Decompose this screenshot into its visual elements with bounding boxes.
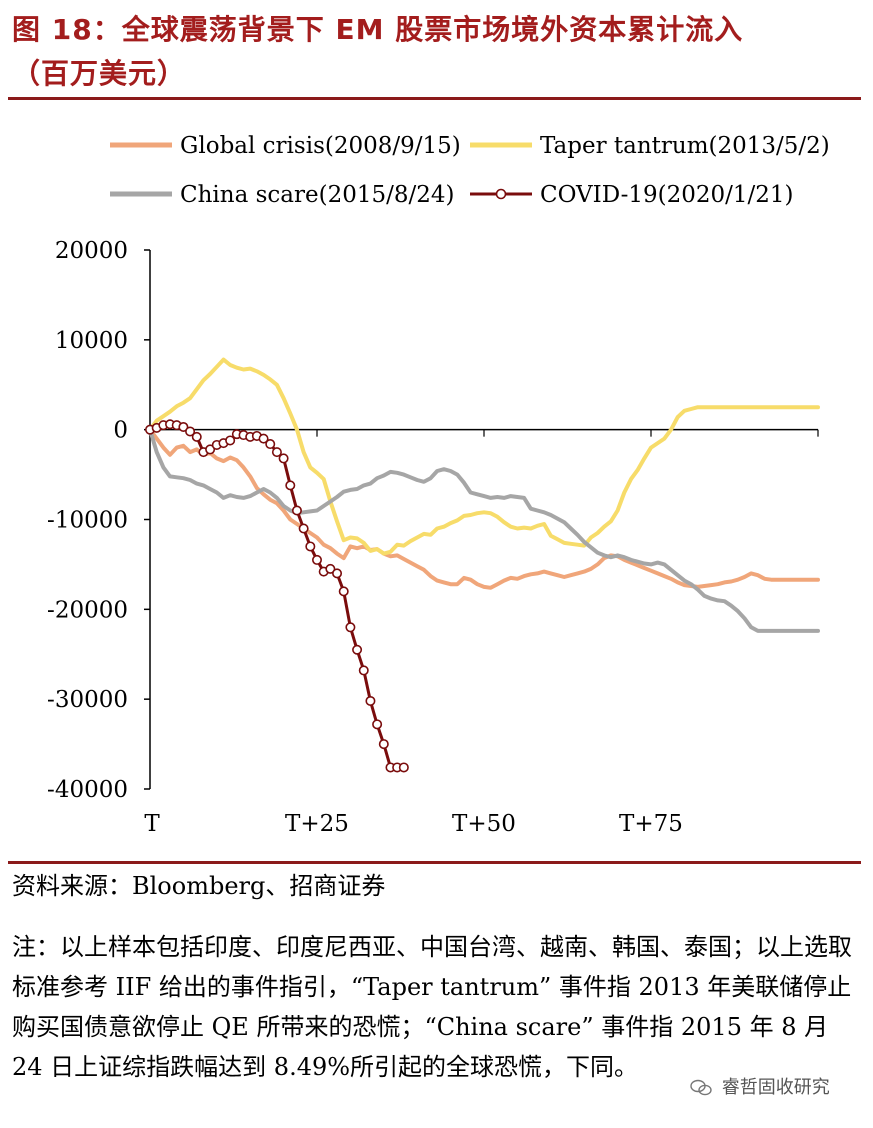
series-line: [148, 422, 406, 769]
x-tick-label: T: [144, 811, 160, 837]
y-tick-label: 10000: [55, 328, 128, 354]
figure-title-line-2: （百万美元）: [12, 57, 187, 90]
legend-item: Global crisis(2008/9/15): [110, 133, 461, 159]
source-text: 资料来源：Bloomberg、招商证券: [12, 872, 386, 900]
figure-title: 图 18：全球震荡背景下 EM 股票市场境外资本累计流入 （百万美元）: [12, 8, 862, 96]
y-tick-label: 0: [113, 418, 128, 444]
data-point: [265, 439, 276, 450]
x-tick-label: T+25: [285, 811, 349, 837]
footnote-text: 注：以上样本包括印度、印度尼西亚、中国台湾、越南、韩国、泰国；以上选取标准参考 …: [12, 933, 852, 1081]
data-point: [378, 739, 389, 750]
chart-axes: 20000 10000 0 -10000 -20000 -30000 -40000 T T+25…: [47, 238, 819, 837]
figure-title-line-1: 图 18：全球震荡背景下 EM 股票市场境外资本累计流入: [12, 13, 744, 46]
legend-item: COVID-19(2020/1/21): [470, 182, 794, 208]
data-point: [398, 762, 409, 773]
y-tick-label: -40000: [47, 777, 128, 803]
data-point: [358, 665, 369, 676]
legend-item: China scare(2015/8/24): [110, 182, 454, 208]
data-point: [332, 568, 343, 579]
y-tick-label: 20000: [55, 238, 128, 264]
data-point: [191, 431, 202, 442]
data-point: [372, 719, 383, 730]
data-point: [205, 444, 216, 455]
data-point: [298, 523, 309, 534]
series-1: [148, 427, 820, 590]
watermark: 睿哲固收研究: [690, 1073, 830, 1099]
data-point: [338, 586, 349, 597]
series-line: [148, 427, 820, 590]
line-chart: Global crisis(2008/9/15) Taper tantrum(20…: [47, 133, 830, 837]
chart-legend: Global crisis(2008/9/15) Taper tantrum(20…: [110, 133, 830, 208]
series-3: [148, 427, 820, 633]
x-tick-label: T+75: [619, 811, 683, 837]
y-tick-label: -10000: [47, 508, 128, 534]
data-point: [271, 447, 282, 458]
data-point: [311, 554, 322, 565]
series-line: [148, 427, 820, 633]
series-2: [148, 357, 820, 556]
x-tick-label: T+50: [452, 811, 516, 837]
data-point: [345, 622, 356, 633]
source-divider: [8, 861, 861, 864]
y-tick-label: -20000: [47, 597, 128, 623]
legend-label: COVID-19(2020/1/21): [540, 182, 794, 208]
series-4: [145, 419, 409, 773]
watermark-text: 睿哲固收研究: [721, 1077, 830, 1098]
data-point: [291, 505, 302, 516]
chart-series: [145, 357, 820, 773]
data-point: [225, 435, 236, 446]
data-point: [185, 426, 196, 437]
wechat-icon: [690, 1079, 712, 1096]
data-point: [285, 480, 296, 491]
legend-label: Global crisis(2008/9/15): [180, 133, 461, 159]
data-point: [365, 695, 376, 706]
legend-marker: [495, 188, 507, 200]
legend-item: Taper tantrum(2013/5/2): [470, 133, 830, 159]
series-line: [148, 357, 820, 556]
title-divider: [8, 97, 861, 100]
data-point: [305, 541, 316, 552]
data-point: [278, 453, 289, 464]
data-point: [352, 644, 363, 655]
legend-label: China scare(2015/8/24): [180, 182, 454, 208]
legend-label: Taper tantrum(2013/5/2): [540, 133, 830, 159]
data-point: [258, 433, 269, 444]
y-tick-label: -30000: [47, 687, 128, 713]
data-point: [178, 421, 189, 432]
data-point: [325, 563, 336, 574]
